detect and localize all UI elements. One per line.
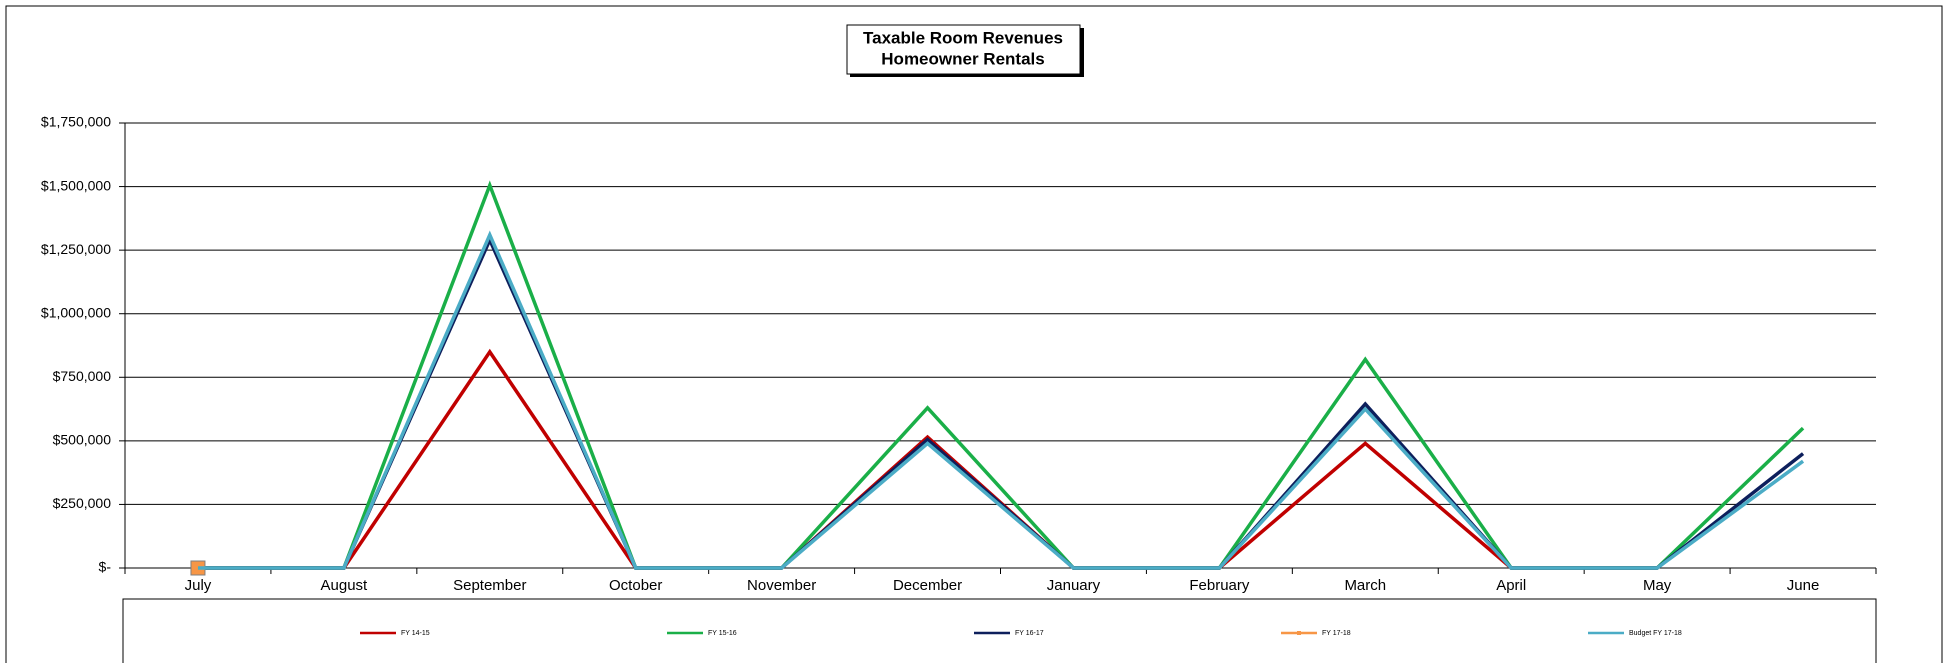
x-tick-label: September (453, 577, 526, 594)
x-tick-label: July (185, 577, 212, 594)
legend-label: FY 16-17 (1015, 630, 1044, 637)
y-tick-label: $- (99, 559, 112, 575)
x-tick-label: April (1496, 577, 1526, 594)
legend-label: FY 17-18 (1322, 630, 1351, 637)
x-tick-label: December (893, 577, 962, 594)
legend-box (122, 598, 1877, 668)
legend-label: FY 14-15 (401, 630, 430, 637)
y-tick-label: $750,000 (53, 368, 112, 384)
y-tick-label: $1,750,000 (41, 114, 111, 130)
x-tick-label: February (1189, 577, 1250, 594)
chart-title: Taxable Room Revenues (863, 28, 1063, 47)
title-box (846, 24, 1081, 75)
y-tick-label: $1,500,000 (41, 177, 111, 193)
x-tick-label: November (747, 577, 816, 594)
legend-marker (1297, 631, 1301, 635)
x-tick-label: March (1344, 577, 1386, 594)
x-tick-label: June (1787, 577, 1820, 594)
legend-label: Budget FY 17-18 (1629, 630, 1682, 637)
y-tick-label: $1,250,000 (41, 241, 111, 257)
x-tick-label: October (609, 577, 662, 594)
x-tick-label: August (321, 577, 369, 594)
y-tick-label: $250,000 (53, 495, 112, 511)
series-line (197, 230, 1805, 570)
y-tick-label: $1,000,000 (41, 304, 111, 320)
x-tick-label: May (1643, 577, 1672, 594)
x-tick-label: January (1047, 577, 1101, 594)
y-tick-label: $500,000 (53, 432, 112, 448)
legend-label: FY 15-16 (708, 630, 737, 637)
chart-subtitle: Homeowner Rentals (881, 49, 1044, 68)
chart-border (5, 5, 1943, 667)
series-line (197, 348, 1658, 570)
